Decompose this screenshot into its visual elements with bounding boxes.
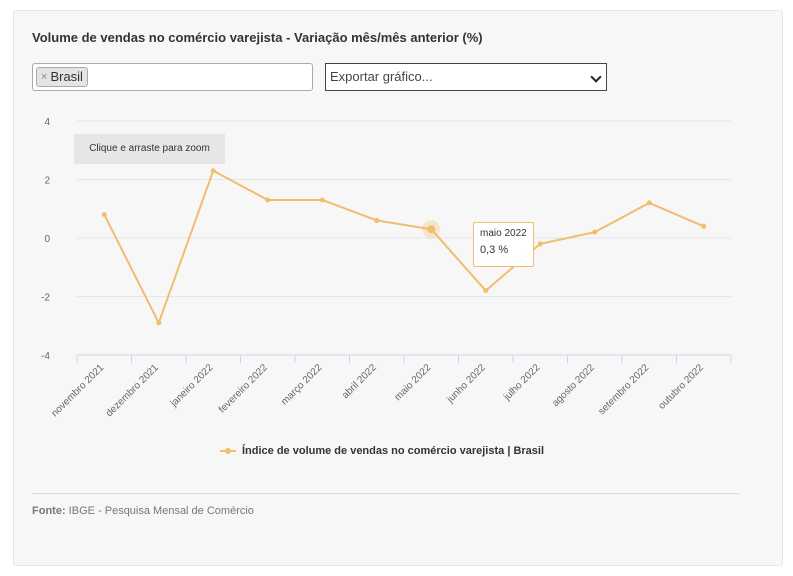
region-filter-input[interactable]: × Brasil <box>32 63 313 91</box>
y-tick-label: 2 <box>44 176 50 187</box>
x-tick-label: janeiro 2022 <box>168 362 216 410</box>
y-tick-label: 4 <box>44 117 50 128</box>
data-point <box>156 320 162 326</box>
data-point <box>319 197 325 203</box>
y-tick-label: -2 <box>41 293 50 304</box>
source-note: Fonte: IBGE - Pesquisa Mensal de Comérci… <box>32 505 254 517</box>
divider <box>32 493 739 494</box>
x-tick-label: agosto 2022 <box>550 362 597 409</box>
x-tick-label: julho 2022 <box>501 362 542 403</box>
x-tick-label: fevereiro 2022 <box>217 362 270 415</box>
data-point <box>101 212 107 218</box>
x-tick-label: setembro 2022 <box>596 362 651 417</box>
data-point <box>427 225 436 234</box>
export-select[interactable]: Exportar gráfico... <box>325 63 607 91</box>
y-tick-label: -4 <box>41 351 50 362</box>
source-text: IBGE - Pesquisa Mensal de Comércio <box>68 505 254 517</box>
x-tick-label: março 2022 <box>279 362 324 407</box>
zoom-hint: Clique e arraste para zoom <box>74 134 225 164</box>
data-point <box>592 229 598 235</box>
data-point <box>483 288 489 294</box>
region-chip-label: Brasil <box>50 69 83 84</box>
data-point <box>210 168 216 174</box>
source-label: Fonte: <box>32 505 66 517</box>
export-select-label: Exportar gráfico... <box>330 69 433 84</box>
data-point <box>265 197 271 203</box>
series-line <box>103 169 705 324</box>
y-tick-label: 0 <box>44 234 50 245</box>
chart-title: Volume de vendas no comércio varejista -… <box>32 30 483 45</box>
chart-tooltip: maio 2022 0,3 % <box>473 222 534 267</box>
chip-remove-icon[interactable]: × <box>41 71 48 83</box>
x-tick-label: abril 2022 <box>340 362 379 401</box>
x-tick-label: novembro 2021 <box>49 362 106 419</box>
legend-line-marker-icon <box>220 446 236 456</box>
x-tick-label: junho 2022 <box>444 362 488 406</box>
region-chip: × Brasil <box>36 67 88 87</box>
tooltip-category: maio 2022 <box>480 228 527 239</box>
legend-series-label: Índice de volume de vendas no comércio v… <box>242 445 545 457</box>
x-tick-label: dezembro 2021 <box>104 362 161 419</box>
chart-legend[interactable]: Índice de volume de vendas no comércio v… <box>220 442 544 460</box>
tooltip-value: 0,3 % <box>480 244 509 256</box>
data-point <box>537 241 543 247</box>
x-tick-label: maio 2022 <box>393 362 434 403</box>
data-point <box>374 217 380 223</box>
x-tick-label: outubro 2022 <box>656 362 706 412</box>
data-point <box>701 223 707 229</box>
data-point <box>646 200 652 206</box>
